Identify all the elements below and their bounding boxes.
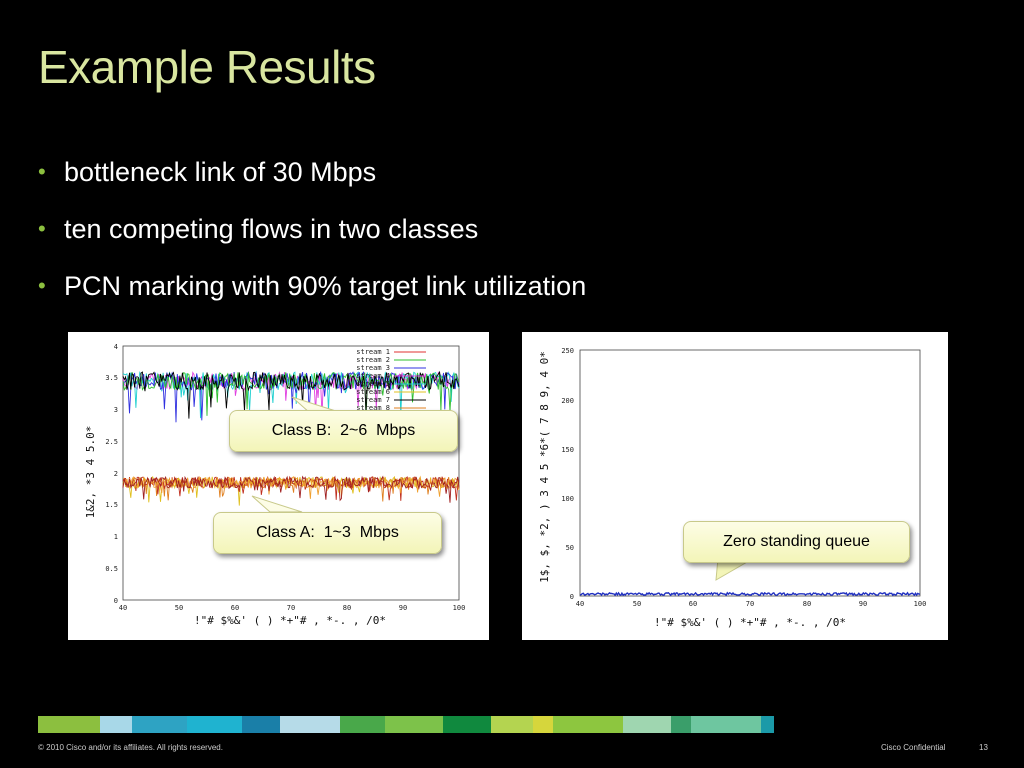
footer-color-bar — [38, 716, 988, 733]
x-tick-label: 60 — [689, 600, 697, 608]
legend-entry: stream 6 — [356, 388, 390, 396]
legend-entry: stream 1 — [356, 348, 390, 356]
footer-segment — [691, 716, 761, 733]
x-tick-label: 70 — [746, 600, 754, 608]
x-tick-label: 50 — [633, 600, 641, 608]
y-axis-label: 1&2, *3 4 5.0* — [84, 426, 97, 519]
y-tick-label: 2.5 — [105, 438, 118, 446]
footer-segment — [187, 716, 242, 733]
footer-segment — [533, 716, 553, 733]
bullet-text: ten competing flows in two classes — [64, 214, 479, 244]
bullet-list: • bottleneck link of 30 Mbps • ten competi… — [38, 152, 586, 323]
y-tick-label: 3 — [114, 406, 118, 414]
queue-series — [579, 591, 920, 597]
x-tick-labels: 40 50 60 70 80 90 100 — [576, 600, 927, 608]
class-b-stream-line — [122, 370, 460, 419]
footer-segment — [385, 716, 443, 733]
callout-tail — [251, 495, 303, 513]
footer-segment — [623, 716, 671, 733]
x-tick-label: 100 — [914, 600, 927, 608]
x-tick-label: 80 — [803, 600, 811, 608]
page-number: 13 — [979, 743, 988, 752]
bullet-dot-icon: • — [38, 159, 46, 184]
legend-entry: stream 8 — [356, 404, 390, 412]
bullet-item: • ten competing flows in two classes — [38, 209, 586, 266]
legend-entry: stream 2 — [356, 356, 390, 364]
y-tick-label: 0 — [570, 593, 574, 601]
rate-series — [122, 370, 460, 506]
class-b-callout: Class B: 2~6 Mbps — [229, 410, 458, 452]
x-axis-label: !"# $%&' ( ) *+"# , *-. , /0* — [194, 614, 386, 627]
legend: stream 1 stream 2 stream 3 stream 4 stre… — [356, 348, 426, 412]
footer-segment — [280, 716, 340, 733]
footer-segment — [340, 716, 385, 733]
y-tick-label: 1.5 — [105, 501, 118, 509]
x-tick-label: 100 — [453, 604, 466, 612]
copyright-text: © 2010 Cisco and/or its affiliates. All … — [38, 743, 223, 752]
class-a-stream-line — [122, 475, 460, 503]
y-tick-label: 250 — [561, 347, 574, 355]
footer-segment — [100, 716, 132, 733]
legend-entry: stream 4 — [356, 372, 390, 380]
x-tick-label: 40 — [119, 604, 127, 612]
rate-chart: 0 0.5 1 1.5 2 2.5 3 3.5 4 40 50 60 70 80… — [84, 343, 466, 627]
legend-entry: stream 5 — [356, 380, 390, 388]
queue-line — [579, 591, 920, 597]
footer-segment — [553, 716, 623, 733]
queue-chart: 0 50 100 150 200 250 40 50 60 70 80 90 1… — [538, 347, 927, 629]
x-tick-label: 90 — [399, 604, 407, 612]
y-tick-labels: 0 0.5 1 1.5 2 2.5 3 3.5 4 — [105, 343, 118, 605]
footer-segment — [132, 716, 187, 733]
footer-segment — [761, 716, 774, 733]
y-tick-label: 200 — [561, 397, 574, 405]
x-tick-label: 90 — [859, 600, 867, 608]
y-tick-label: 1 — [114, 533, 118, 541]
y-tick-label: 3.5 — [105, 374, 118, 382]
legend-entry: stream 3 — [356, 364, 390, 372]
slide-title: Example Results — [38, 41, 376, 93]
x-tick-label: 40 — [576, 600, 584, 608]
confidential-label: Cisco Confidential — [881, 743, 946, 752]
bullet-dot-icon: • — [38, 273, 46, 298]
y-tick-label: 0 — [114, 597, 118, 605]
y-tick-label: 100 — [561, 495, 574, 503]
footer-segment — [38, 716, 100, 733]
class-a-callout: Class A: 1~3 Mbps — [213, 512, 442, 554]
y-tick-label: 150 — [561, 446, 574, 454]
plot-frame — [579, 349, 921, 597]
footer-segment — [491, 716, 533, 733]
queue-chart-panel: 0 50 100 150 200 250 40 50 60 70 80 90 1… — [522, 332, 948, 640]
y-tick-label: 50 — [566, 544, 574, 552]
legend-entry: stream 7 — [356, 396, 390, 404]
y-tick-labels: 0 50 100 150 200 250 — [561, 347, 574, 601]
bullet-item: • bottleneck link of 30 Mbps — [38, 152, 586, 209]
x-tick-label: 80 — [343, 604, 351, 612]
footer-segment — [443, 716, 491, 733]
bullet-dot-icon: • — [38, 216, 46, 241]
x-axis-label: !"# $%&' ( ) *+"# , *-. , /0* — [654, 616, 846, 629]
footer-segment — [671, 716, 691, 733]
y-tick-label: 0.5 — [105, 565, 118, 573]
rate-chart-panel: 0 0.5 1 1.5 2 2.5 3 3.5 4 40 50 60 70 80… — [68, 332, 489, 640]
bullet-text: bottleneck link of 30 Mbps — [64, 157, 377, 187]
plot-frame — [122, 345, 460, 601]
x-tick-label: 70 — [287, 604, 295, 612]
footer-segment — [242, 716, 280, 733]
x-tick-label: 50 — [175, 604, 183, 612]
x-tick-label: 60 — [231, 604, 239, 612]
bullet-item: • PCN marking with 90% target link utiliz… — [38, 266, 586, 323]
zero-queue-callout: Zero standing queue — [683, 521, 910, 563]
bullet-text: PCN marking with 90% target link utiliza… — [64, 271, 587, 301]
y-tick-label: 2 — [114, 470, 118, 478]
y-tick-label: 4 — [114, 343, 118, 351]
y-axis-label: 1$, $, *2, ) 3 4 5 *6*( 7 8 9, 4 0* — [538, 351, 551, 583]
x-tick-labels: 40 50 60 70 80 90 100 — [119, 604, 466, 612]
